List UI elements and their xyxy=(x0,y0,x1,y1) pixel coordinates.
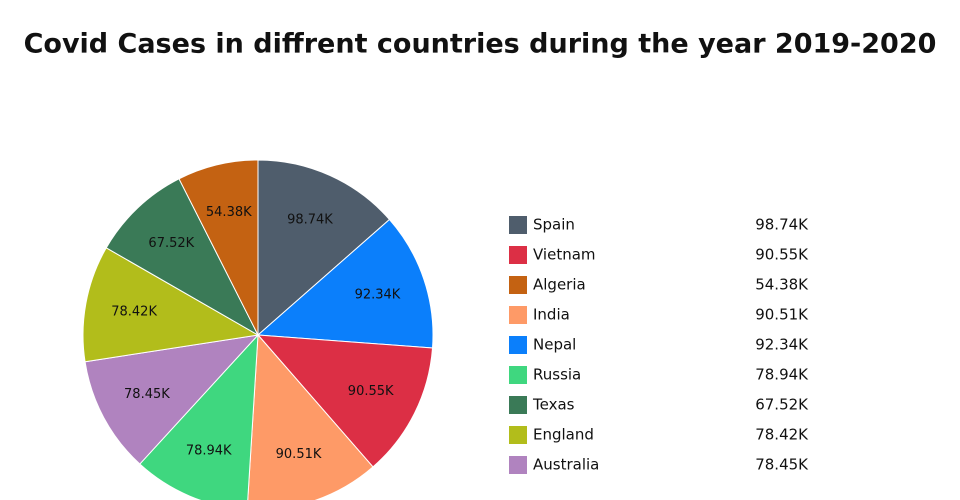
pie-slice xyxy=(84,334,260,465)
slice-label: 54.38K xyxy=(206,205,252,220)
legend-label: England xyxy=(533,426,594,444)
chart-title: Covid Cases in diffrent countries during… xyxy=(24,29,937,60)
legend-value: 98.74K xyxy=(755,216,809,234)
slice-label: 78.94K xyxy=(186,443,232,458)
legend-label: Australia xyxy=(533,456,599,474)
legend-swatch xyxy=(509,426,527,444)
pie-slice xyxy=(257,159,391,337)
legend-value: 67.52K xyxy=(755,396,809,414)
slice-label: 98.74K xyxy=(287,213,333,228)
legend-value: 54.38K xyxy=(755,276,809,294)
legend-label: Nepal xyxy=(533,336,576,354)
legend-value: 90.55K xyxy=(755,246,809,264)
legend-value: 78.45K xyxy=(755,456,809,474)
legend-swatch xyxy=(509,276,527,294)
legend-value: 92.34K xyxy=(755,336,809,354)
legend-swatch xyxy=(509,246,527,264)
legend-swatch xyxy=(509,306,527,324)
legend-swatch xyxy=(509,396,527,414)
legend-label: Spain xyxy=(533,216,575,234)
pie-slice xyxy=(178,159,259,336)
pie-slice xyxy=(247,333,374,500)
pie-slice xyxy=(105,178,260,337)
slice-label: 78.45K xyxy=(124,387,170,402)
pie-slice xyxy=(139,333,259,500)
slice-label: 92.34K xyxy=(355,287,401,302)
slice-label: 78.42K xyxy=(111,304,157,319)
pie-slice xyxy=(256,334,434,468)
legend-label: Russia xyxy=(533,366,581,384)
legend-swatch xyxy=(509,456,527,474)
legend-label: India xyxy=(533,306,570,324)
legend-swatch xyxy=(509,366,527,384)
pie-slice xyxy=(256,218,434,349)
slice-label: 67.52K xyxy=(148,236,194,251)
legend-label: Texas xyxy=(532,396,575,414)
legend-label: Algeria xyxy=(533,276,586,294)
slice-label: 90.55K xyxy=(348,384,394,399)
legend-label: Vietnam xyxy=(533,246,596,264)
legend-value: 90.51K xyxy=(755,306,809,324)
pie-slice xyxy=(82,247,260,363)
slice-label: 90.51K xyxy=(276,447,322,462)
legend-swatch xyxy=(509,216,527,234)
legend-value: 78.94K xyxy=(755,366,809,384)
legend-value: 78.42K xyxy=(755,426,809,444)
legend-swatch xyxy=(509,336,527,354)
